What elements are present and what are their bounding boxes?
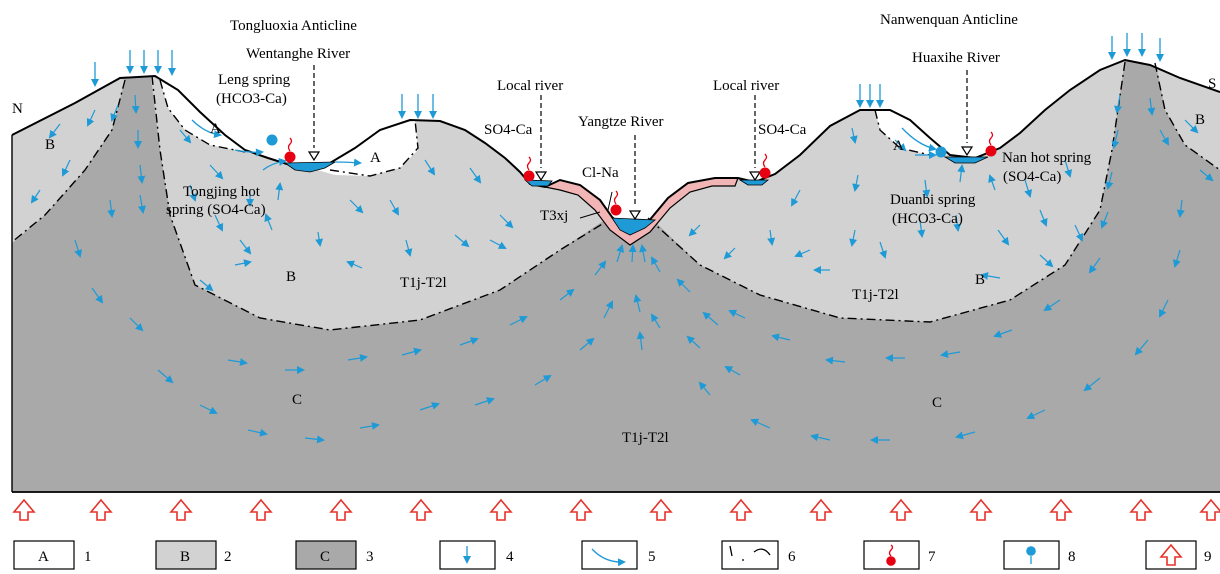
legend-item-4-number: 4 [506, 549, 514, 565]
yangtze-water-level-icon [628, 210, 642, 221]
discharge-arrows [191, 119, 937, 171]
duanbi-spring-type-label: (HCO3-Ca) [892, 211, 963, 227]
left-so4ca-hot-spring-icon [523, 170, 535, 182]
legend-item-2-number: 2 [224, 549, 232, 565]
wentanghe-water-level-icon [307, 151, 321, 162]
tongluoxia-anticline-label: Tongluoxia Anticline [230, 18, 357, 34]
zone-c-label-1: C [292, 392, 302, 408]
yangtze-river-label: Yangtze River [578, 114, 664, 130]
t3xj-label: T3xj [540, 208, 568, 224]
zone-a-label-center: A [370, 150, 381, 166]
legend: A 1 B 2 C 3 4 5 6 7 8 9 [13, 540, 1212, 570]
boundary-ab-center [329, 119, 419, 177]
nanwenquan-anticline-label: Nanwenquan Anticline [880, 12, 1018, 28]
heat-flow-arrows [12, 498, 1220, 521]
boundary-line-icon [729, 545, 771, 561]
local-river-right-water [738, 179, 770, 186]
wentanghe-river-label: Wentanghe River [246, 46, 350, 62]
leng-spring-type-label: (HCO3-Ca) [216, 91, 287, 107]
legend-item-1-number: 1 [84, 549, 92, 565]
tongjing-label: Tongjing hot [183, 184, 261, 200]
legend-zone-b-swatch [155, 540, 217, 570]
nan-hot-spring-label: Nan hot spring [1002, 150, 1092, 166]
legend-item-3-number: 3 [366, 549, 374, 565]
zone-b-label-3: B [975, 272, 985, 288]
groundwater-flow-arrows [30, 94, 1214, 444]
strata-label-2: T1j-T2l [852, 287, 899, 303]
nan-hot-spring-type-label: (SO4-Ca) [1003, 169, 1061, 185]
clna-hot-spring-icon [610, 204, 622, 216]
legend-item-9-number: 9 [1204, 549, 1212, 565]
so4ca-left-label: SO4-Ca [484, 122, 533, 138]
huaxihe-river-label: Huaxihe River [912, 50, 1000, 66]
curved-arrow-icon [591, 548, 626, 567]
legend-zone-a-symbol: A [38, 549, 49, 565]
nan-hot-spring-icon [985, 145, 997, 157]
boundary-bc-right [1154, 62, 1220, 171]
zone-b-label-2: B [286, 269, 296, 285]
local-river-label-2: Local river [713, 78, 779, 94]
hot-spring-icon [886, 556, 896, 566]
cold-spring-icon [1026, 546, 1036, 556]
zone-b-label-1: B [45, 137, 55, 153]
duanbi-spring-label: Duanbi spring [890, 192, 976, 208]
clna-leader [607, 191, 613, 211]
legend-zone-c-symbol: C [320, 549, 330, 565]
legend-zone-a-swatch [13, 540, 75, 570]
legend-zone-c-swatch [295, 540, 357, 570]
legend-item-8-number: 8 [1068, 549, 1076, 565]
zone-c-label-2: C [932, 395, 942, 411]
heat-flow-arrow-icon [1159, 543, 1183, 566]
wentanghe-water [283, 161, 337, 173]
hot-springs [284, 131, 997, 216]
yangtze-water [611, 217, 657, 236]
legend-zone-b-symbol: B [180, 549, 190, 565]
legend-curved-arrow-swatch [581, 540, 638, 570]
clna-label: Cl-Na [582, 165, 619, 181]
cold-springs [266, 134, 947, 158]
boundary-bc-basin-left [151, 75, 613, 331]
boundary-ab-right [874, 109, 931, 156]
local-river-1-water-level-icon [534, 171, 548, 182]
legend-item-7-number: 7 [928, 549, 936, 565]
local-river-left-water [523, 179, 553, 187]
boundary-ab-left [159, 79, 246, 153]
legend-item-6-number: 6 [788, 549, 796, 565]
huaxihe-water-level-icon [960, 146, 974, 157]
zone-b-label-4: B [1195, 112, 1205, 128]
leng-cold-spring-icon [266, 134, 278, 146]
local-river-2-water-level-icon [748, 171, 762, 182]
so4ca-right-label: SO4-Ca [758, 122, 807, 138]
north-label: N [12, 101, 23, 117]
right-so4ca-hot-spring-icon [759, 167, 771, 179]
boundary-bc-left [11, 79, 126, 243]
strata-label-1: T1j-T2l [400, 275, 447, 291]
leng-spring-label: Leng spring [218, 72, 291, 88]
zone-a-label-left: A [210, 121, 221, 137]
tongjing-hot-spring-icon [284, 151, 296, 163]
t3xj-leader [579, 211, 601, 219]
south-label: S [1208, 76, 1216, 92]
boundary-bc-basin-right [647, 61, 1126, 323]
tongjing-type-label: spring (SO4-Ca) [166, 202, 266, 218]
legend-item-5-number: 5 [648, 549, 656, 565]
huaxihe-water [943, 156, 989, 164]
local-river-label-1: Local river [497, 78, 563, 94]
zone-a-label-right: A [893, 138, 904, 154]
recharge-arrows [91, 33, 1164, 119]
duanbi-cold-spring-icon [935, 146, 947, 158]
strata-label-3: T1j-T2l [622, 430, 669, 446]
